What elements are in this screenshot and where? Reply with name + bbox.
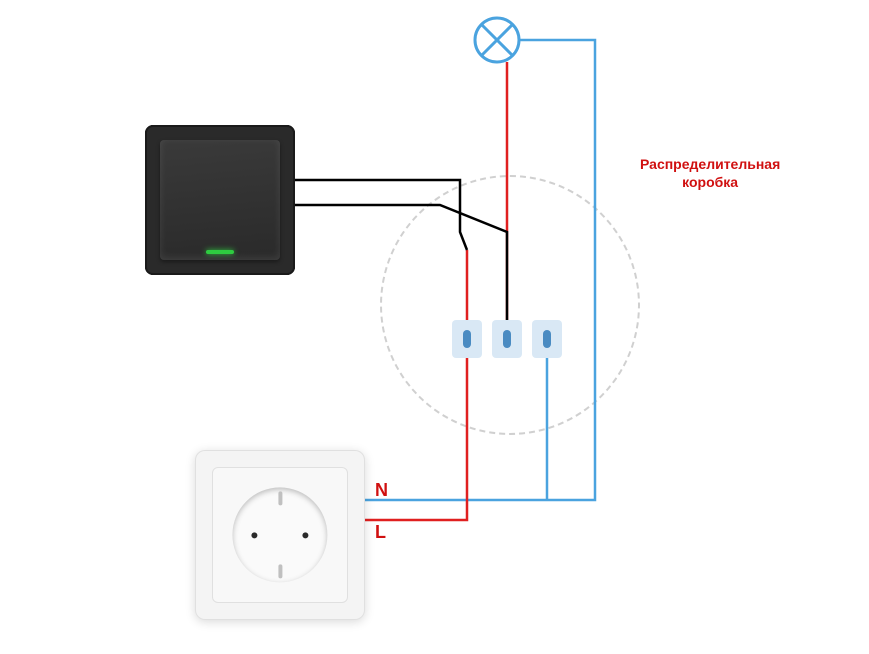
socket-hole-left (251, 532, 257, 538)
junction-label-line2: коробка (640, 173, 780, 191)
terminal-block-2 (492, 320, 522, 358)
socket-hole-right (303, 532, 309, 538)
socket-ground-bottom (278, 565, 282, 579)
lamp-cross-2 (481, 24, 513, 56)
label-n: N (375, 480, 388, 501)
terminal-block-1 (452, 320, 482, 358)
junction-box-circle (380, 175, 640, 435)
socket-well (232, 487, 327, 582)
socket-ground-top (278, 491, 282, 505)
label-l: L (375, 522, 386, 543)
lamp-symbol-circle (475, 18, 519, 62)
wiring-diagram: Распределительная коробка N L (0, 0, 869, 654)
lamp-cross-1 (481, 24, 513, 56)
wall-socket (195, 450, 365, 620)
terminal-block-3 (532, 320, 562, 358)
junction-box-label: Распределительная коробка (640, 155, 780, 191)
switch-rocker (160, 140, 280, 260)
wall-switch (145, 125, 295, 275)
switch-led-icon (206, 250, 234, 254)
junction-label-line1: Распределительная (640, 155, 780, 173)
